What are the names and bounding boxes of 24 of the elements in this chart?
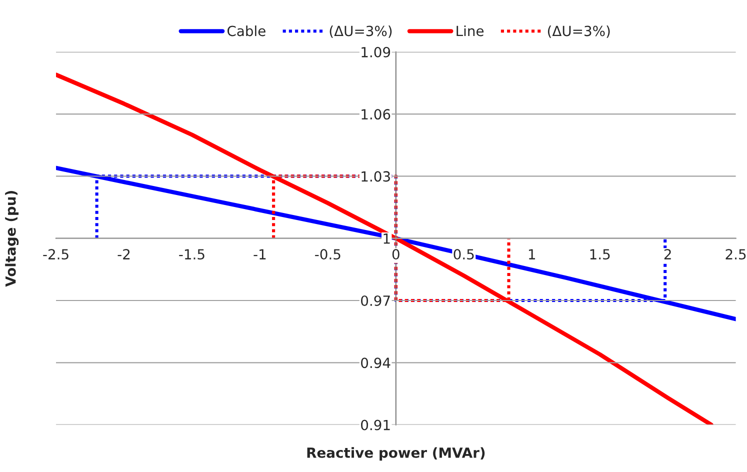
legend-label: Cable	[227, 25, 266, 36]
y-tick-label: 1	[384, 234, 390, 244]
y-tick-label: 0.91	[361, 420, 390, 430]
y-tick-label: 1.06	[362, 109, 390, 120]
x-tick-label: 0.5	[454, 249, 474, 260]
y-tick-label: 1.03	[362, 171, 390, 182]
x-tick-label: 1	[528, 249, 535, 260]
y-tick-label: 0.94	[361, 358, 390, 368]
x-tick-label: -0.5	[315, 249, 340, 260]
x-tick-label: 2.5	[726, 249, 746, 260]
x-tick-label: -2	[118, 249, 130, 260]
x-tick-label: -1	[254, 249, 266, 260]
legend-label: Line	[456, 25, 484, 36]
legend-label: (ΔU=3%)	[548, 25, 610, 38]
x-tick-label: 0	[392, 249, 400, 260]
legend-label: (ΔU=3%)	[330, 25, 392, 38]
y-tick-label: 0.97	[361, 295, 390, 306]
x-axis-title: Reactive power (MVAr)	[307, 447, 485, 461]
x-tick-label: -2.5	[43, 249, 68, 260]
x-tick-label: 2	[664, 249, 671, 260]
x-tick-label: 1.5	[590, 249, 610, 260]
y-tick-label: 1.09	[362, 46, 390, 58]
x-tick-label: -1.5	[179, 249, 204, 260]
y-axis-title: Voltage (pu)	[5, 191, 19, 287]
